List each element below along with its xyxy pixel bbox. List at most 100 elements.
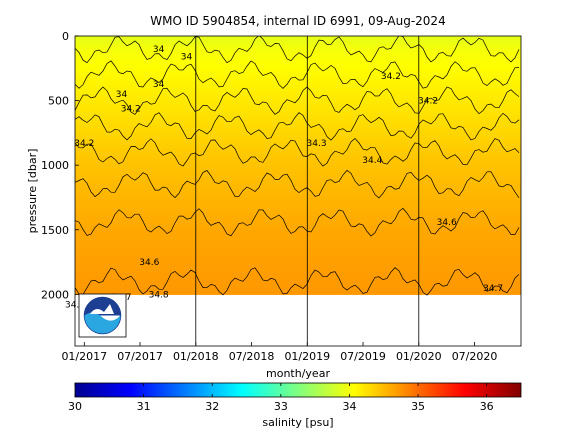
salinity-band (75, 265, 521, 270)
contour-label: 34 (181, 53, 193, 63)
salinity-band (75, 155, 521, 160)
salinity-band (75, 191, 521, 195)
salinity-band (75, 158, 521, 163)
contour-label: 34 (116, 90, 128, 100)
y-tick-label: 2000 (41, 288, 69, 301)
contour-line (75, 36, 520, 64)
salinity-band (75, 149, 521, 153)
x-axis-ticks: 01/2017 07/2017 01/2018 07/2018 01/2019 07/20… (61, 342, 497, 363)
colorbar-tick-label: 33 (274, 400, 288, 413)
salinity-band (75, 87, 521, 92)
salinity-band (75, 239, 521, 244)
colorbar-label: salinity [psu] (262, 416, 333, 429)
x-tick-label: 01/2020 (396, 350, 442, 363)
contour-label: 34.2 (418, 97, 438, 107)
contour-line (75, 207, 520, 237)
salinity-band (75, 52, 521, 56)
contour-line (75, 60, 520, 89)
contour-label: 34 (153, 45, 165, 55)
contour-label: 34.2 (121, 104, 141, 114)
salinity-band (75, 274, 521, 279)
colorbar-tick-label: 30 (68, 400, 82, 413)
contour-label: 34.6 (139, 258, 159, 268)
salinity-band (75, 123, 521, 128)
salinity-band (75, 213, 521, 218)
salinity-band (75, 161, 521, 166)
colorbar-tick-label: 36 (480, 400, 494, 413)
salinity-band (75, 232, 521, 237)
salinity-band (75, 174, 521, 179)
salinity-band (75, 145, 521, 150)
salinity-band (75, 242, 521, 247)
salinity-band (75, 268, 521, 273)
salinity-band (75, 119, 521, 124)
salinity-band (75, 113, 521, 118)
salinity-band (75, 58, 521, 63)
salinity-band (75, 229, 521, 234)
salinity-field (75, 36, 521, 295)
x-tick-label: 01/2018 (173, 350, 219, 363)
colorbar: 30 31 32 33 34 35 36 salinity [psu] (68, 382, 522, 429)
contour-label: 34.2 (74, 139, 94, 149)
salinity-band (75, 61, 521, 66)
colorbar-ticks: 30 31 32 33 34 35 36 (68, 383, 494, 413)
contour-label: 34.7 (65, 301, 85, 311)
colorbar-tick-label: 32 (205, 400, 219, 413)
salinity-band (75, 262, 521, 266)
salinity-band (75, 194, 521, 199)
salinity-band (75, 71, 521, 76)
contour-label: 34.4 (362, 156, 382, 166)
salinity-band (75, 281, 521, 286)
salinity-band (75, 139, 521, 144)
salinity-band (75, 220, 521, 224)
salinity-band (75, 74, 521, 79)
contour-line (75, 267, 520, 296)
salinity-band (75, 203, 521, 208)
salinity-band (75, 90, 521, 95)
salinity-band (75, 84, 521, 89)
salinity-band (75, 197, 521, 202)
y-axis-ticks: 0 500 1000 1500 2000 (41, 30, 79, 301)
salinity-band (75, 107, 521, 111)
salinity-band (75, 178, 521, 182)
colorbar-tick-label: 35 (411, 400, 425, 413)
salinity-band (75, 181, 521, 186)
x-tick-label: 07/2018 (229, 350, 275, 363)
salinity-band (75, 168, 521, 173)
colorbar-tick-label: 34 (342, 400, 356, 413)
contour-line (75, 86, 520, 115)
vertical-gridlines (195, 36, 420, 346)
salinity-band (75, 165, 521, 169)
salinity-band (75, 255, 521, 260)
contour-label: 34.7 (483, 284, 503, 294)
salinity-band (75, 284, 521, 289)
salinity-band (75, 45, 521, 50)
noaa-logo (78, 293, 127, 338)
x-tick-label: 01/2019 (284, 350, 330, 363)
salinity-band (75, 200, 521, 205)
salinity-band (75, 132, 521, 137)
salinity-band (75, 110, 521, 115)
contour-label: 34 (153, 80, 165, 90)
salinity-band (75, 187, 521, 192)
salinity-band (75, 48, 521, 53)
salinity-band (75, 94, 521, 98)
salinity-band (75, 249, 521, 253)
y-tick-label: 1500 (41, 224, 69, 237)
salinity-band (75, 245, 521, 250)
contour-label: 34.3 (307, 139, 327, 149)
salinity-band (75, 184, 521, 189)
salinity-band (75, 36, 521, 40)
salinity-band (75, 81, 521, 86)
contour-line (75, 112, 520, 141)
y-tick-label: 0 (62, 30, 69, 43)
contour-line (75, 138, 520, 167)
salinity-band (75, 136, 521, 140)
salinity-band (75, 271, 521, 276)
colorbar-tick-label: 31 (137, 400, 151, 413)
salinity-band (75, 103, 521, 108)
y-tick-label: 500 (48, 95, 69, 108)
x-axis-label: month/year (266, 367, 330, 380)
contour-line (75, 169, 520, 199)
